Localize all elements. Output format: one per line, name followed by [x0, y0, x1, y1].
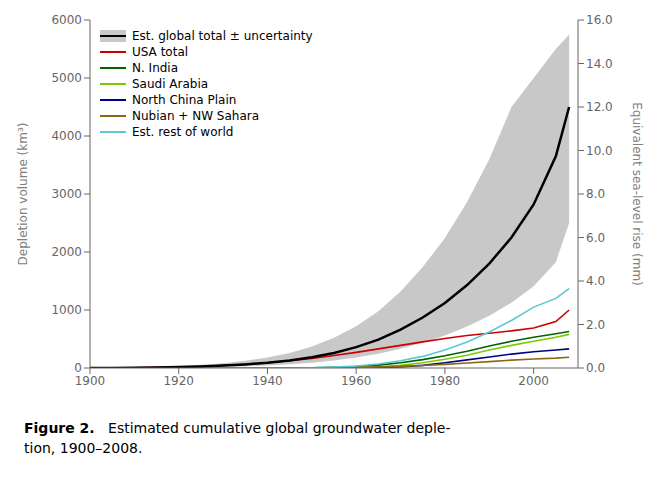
html-text:Est. global total ± uncertaint: Est. global total ± uncertainty [132, 29, 313, 43]
html-text:USA total: USA total [132, 45, 189, 59]
svg-text:14.0: 14.0 [586, 57, 613, 71]
svg-text:1000: 1000 [51, 303, 82, 317]
svg-text:0: 0 [74, 361, 82, 375]
svg-text:4.0: 4.0 [586, 274, 605, 288]
svg-text:4000: 4000 [51, 129, 82, 143]
html-text:Nubian + NW Sahara: Nubian + NW Sahara [132, 109, 260, 123]
svg-text:1940: 1940 [252, 374, 283, 388]
html-text:N. India: N. India [132, 61, 179, 75]
svg-text:3000: 3000 [51, 187, 82, 201]
svg-text:2000: 2000 [51, 245, 82, 259]
svg-text:1980: 1980 [430, 374, 461, 388]
svg-text:1960: 1960 [341, 374, 372, 388]
svg-text:1900: 1900 [75, 374, 106, 388]
svg-text:2000: 2000 [518, 374, 549, 388]
svg-text:10.0: 10.0 [586, 144, 613, 158]
html-text:Saudi Arabia: Saudi Arabia [132, 77, 209, 91]
svg-text:1920: 1920 [163, 374, 194, 388]
svg-text:2.0: 2.0 [586, 318, 605, 332]
html-text:North China Plain: North China Plain [132, 93, 237, 107]
svg-text:6000: 6000 [51, 13, 82, 27]
svg-text:16.0: 16.0 [586, 13, 613, 27]
svg-text:12.0: 12.0 [586, 100, 613, 114]
svg-text:0.0: 0.0 [586, 361, 605, 375]
html-text:Est. rest of world: Est. rest of world [132, 125, 234, 139]
svg-text:6.0: 6.0 [586, 231, 605, 245]
svg-text:Equivalent sea-level rise (mm): Equivalent sea-level rise (mm) [630, 102, 644, 286]
svg-text:Depletion volume (km³): Depletion volume (km³) [16, 123, 30, 266]
svg-text:5000: 5000 [51, 71, 82, 85]
svg-text:8.0: 8.0 [586, 187, 605, 201]
html-text:Figure 2. Estimated cumulative: Figure 2. Estimated cumulative global gr… [24, 420, 451, 456]
